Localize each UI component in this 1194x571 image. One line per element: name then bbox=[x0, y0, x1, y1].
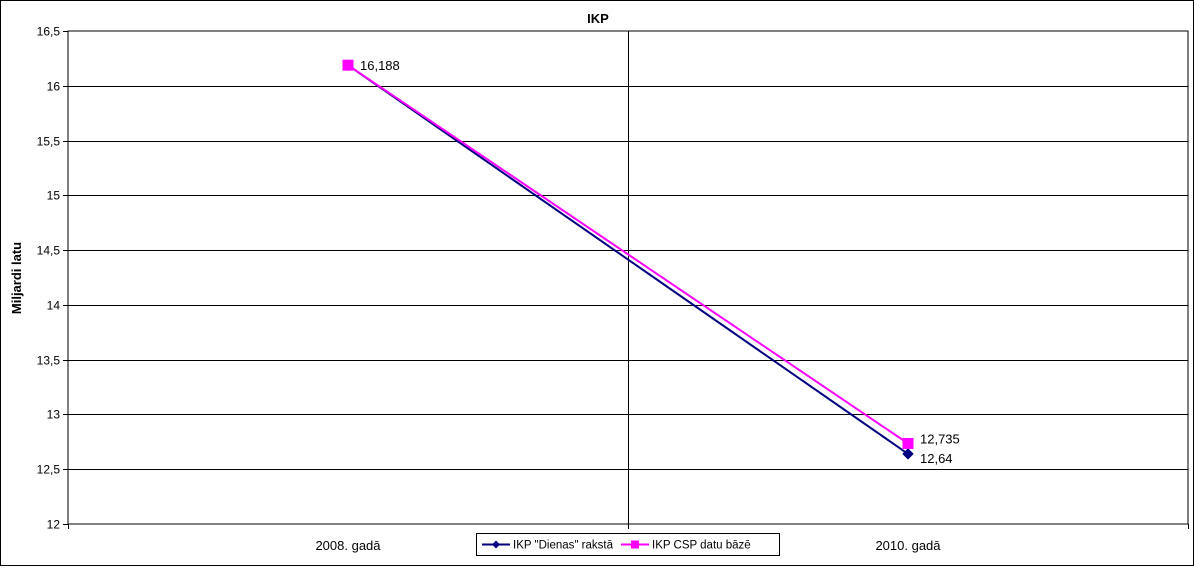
x-tick-label: 2010. gadā bbox=[875, 538, 941, 553]
chart-title: IKP bbox=[587, 11, 609, 26]
data-point-square bbox=[902, 437, 914, 449]
y-tick-label: 12,5 bbox=[37, 463, 61, 477]
legend-entry-label: IKP "Dienas" rakstā bbox=[513, 540, 614, 552]
series-line bbox=[347, 64, 909, 455]
y-tick-label: 15 bbox=[47, 189, 61, 203]
legend: IKP "Dienas" rakstā IKP CSP datu bāzē bbox=[476, 533, 780, 556]
y-tick-label: 14,5 bbox=[37, 244, 61, 258]
legend-marker-diamond bbox=[492, 540, 500, 549]
data-label: 12,735 bbox=[920, 431, 960, 446]
x-tick-label: 2008. gadā bbox=[315, 538, 381, 553]
y-tick-label: 12 bbox=[47, 518, 61, 532]
data-point-diamond bbox=[902, 448, 914, 460]
plot-area: 12 12,5 13 13,5 14 14,5 15 15,5 16 16,5 2008. gadā… bbox=[37, 25, 1189, 553]
y-tick-label: 13,5 bbox=[37, 354, 61, 368]
y-tick-label: 14 bbox=[47, 299, 61, 313]
series-line bbox=[347, 64, 909, 445]
data-label: 12,64 bbox=[920, 451, 953, 466]
data-point-square bbox=[342, 59, 354, 71]
y-tick-label: 16,5 bbox=[37, 25, 61, 39]
y-axis-label: Miljardi latu bbox=[9, 242, 24, 314]
y-tick-label: 15,5 bbox=[37, 135, 61, 149]
y-tick-label: 16 bbox=[47, 80, 61, 94]
y-tick-label: 13 bbox=[47, 408, 61, 422]
legend-entry-label: IKP CSP datu bāzē bbox=[652, 540, 751, 552]
legend-marker-square bbox=[631, 540, 639, 549]
data-label: 16,188 bbox=[360, 58, 400, 73]
